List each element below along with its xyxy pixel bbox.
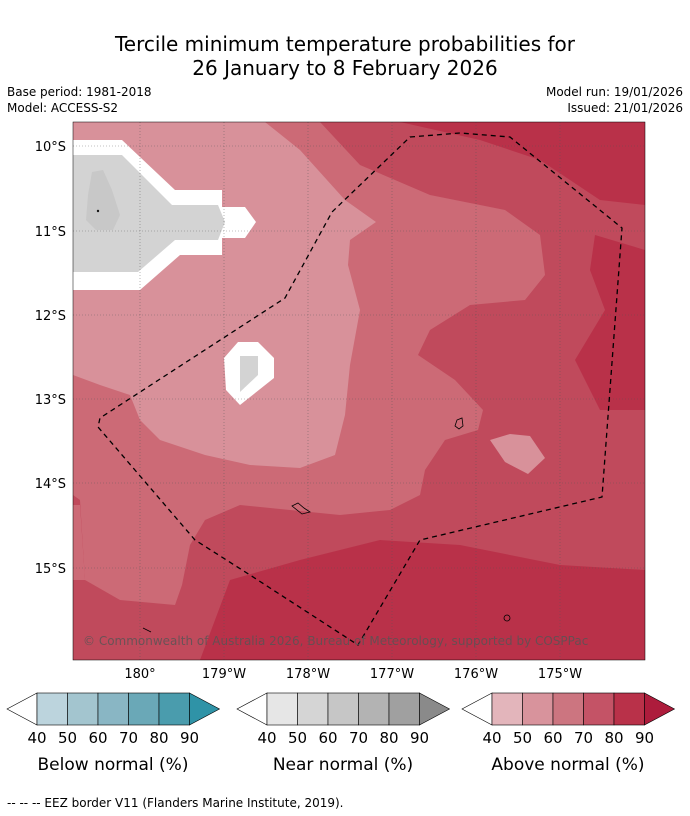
region-near-grey-core xyxy=(86,170,120,230)
model-label: Model: ACCESS-S2 xyxy=(7,101,119,115)
lon-label: 177°W xyxy=(370,667,414,682)
map-area: © Commonwealth of Australia 2026, Bureau… xyxy=(73,122,645,660)
legend-segment xyxy=(552,692,584,726)
copyright-text: © Commonwealth of Australia 2026, Bureau… xyxy=(83,634,588,648)
region-near-grey xyxy=(73,155,225,272)
legend-segment xyxy=(613,692,645,726)
legend-segment xyxy=(388,692,420,726)
legend-min-arrow xyxy=(236,692,268,726)
region-above-80-east xyxy=(575,235,645,410)
map-frame xyxy=(72,121,646,661)
legend-min-arrow xyxy=(6,692,38,726)
legend-tick-label: 80 xyxy=(604,729,623,747)
legend-segment xyxy=(583,692,615,726)
legend-segment xyxy=(67,692,99,726)
legend-tick-label: 70 xyxy=(574,729,593,747)
island-2 xyxy=(291,502,311,515)
issued-label: Issued: 21/01/2026 xyxy=(567,101,683,115)
legend-segment xyxy=(522,692,554,726)
legend-tick-label: 60 xyxy=(543,729,562,747)
legend-title: Near normal (%) xyxy=(273,755,413,775)
legend-tick-label: 60 xyxy=(88,729,107,747)
legend-segment xyxy=(36,692,68,726)
legend-tick-label: 40 xyxy=(257,729,276,747)
legend-segment xyxy=(297,692,329,726)
legend-segment xyxy=(128,692,160,726)
legend-tick-label: 40 xyxy=(27,729,46,747)
model-run-label: Model run: 19/01/2026 xyxy=(545,85,683,99)
lon-label: 175°W xyxy=(538,667,582,682)
lat-label: 12°S xyxy=(35,309,66,324)
legend-above-normal: 40 50 60 70 80 90 Above normal (%) xyxy=(461,692,676,775)
legend-segment xyxy=(358,692,390,726)
legend-tick-label: 80 xyxy=(379,729,398,747)
region-above-60-patch xyxy=(73,505,85,580)
legend-segment xyxy=(491,692,523,726)
legend-tick-label: 70 xyxy=(349,729,368,747)
legend-tick-label: 80 xyxy=(149,729,168,747)
longitude-labels: 180° 179°W 178°W 177°W 176°W 175°W xyxy=(124,667,582,682)
region-above-80-northeast xyxy=(400,122,645,205)
legend-tick-label: 50 xyxy=(58,729,77,747)
legend-max-arrow xyxy=(419,692,451,726)
lat-label: 11°S xyxy=(35,225,66,240)
lon-label: 179°W xyxy=(202,667,246,682)
region-above-50-patch xyxy=(490,434,545,474)
legend-tick-label: 90 xyxy=(635,729,654,747)
lon-label: 178°W xyxy=(286,667,330,682)
legend-max-arrow xyxy=(644,692,676,726)
islands xyxy=(96,209,511,633)
lon-label: 180° xyxy=(124,667,155,682)
legend-segment xyxy=(266,692,298,726)
lat-label: 10°S xyxy=(35,140,66,155)
base-period-label: Base period: 1981-2018 xyxy=(7,85,152,99)
legend-segment xyxy=(327,692,359,726)
legend-segment xyxy=(158,692,190,726)
legend-tick-label: 90 xyxy=(180,729,199,747)
legend-tick-label: 50 xyxy=(513,729,532,747)
island-3 xyxy=(503,614,511,622)
lon-label: 176°W xyxy=(454,667,498,682)
island-4 xyxy=(142,627,152,633)
legend-tick-label: 60 xyxy=(318,729,337,747)
eez-border xyxy=(97,132,623,646)
legend-tick-label: 40 xyxy=(482,729,501,747)
legend-near-normal: 40 50 60 70 80 90 Near normal (%) xyxy=(236,692,451,775)
legend-title: Below normal (%) xyxy=(38,755,189,775)
lat-label: 13°S xyxy=(35,393,66,408)
legend-below-normal: 40 50 60 70 80 90 Below normal (%) xyxy=(6,692,221,775)
legend-segment xyxy=(97,692,129,726)
grid-lines xyxy=(73,122,645,660)
lat-label: 14°S xyxy=(35,477,66,492)
legend-max-arrow xyxy=(189,692,221,726)
region-near-blob-grey xyxy=(240,356,258,392)
chart-title-line2: 26 January to 8 February 2026 xyxy=(192,56,498,80)
island-1 xyxy=(454,417,464,430)
legend-tick-label: 50 xyxy=(288,729,307,747)
legend-title: Above normal (%) xyxy=(491,755,644,775)
latitude-labels: 10°S 11°S 12°S 13°S 14°S 15°S xyxy=(35,140,66,577)
legend-tick-label: 90 xyxy=(410,729,429,747)
lat-label: 15°S xyxy=(35,562,66,577)
legend-tick-label: 70 xyxy=(119,729,138,747)
chart-title-line1: Tercile minimum temperature probabilitie… xyxy=(114,32,576,56)
legend-min-arrow xyxy=(461,692,493,726)
eez-footnote: -- -- -- EEZ border V11 (Flanders Marine… xyxy=(7,796,344,810)
island-5 xyxy=(96,209,100,213)
region-above-80 xyxy=(200,540,645,660)
